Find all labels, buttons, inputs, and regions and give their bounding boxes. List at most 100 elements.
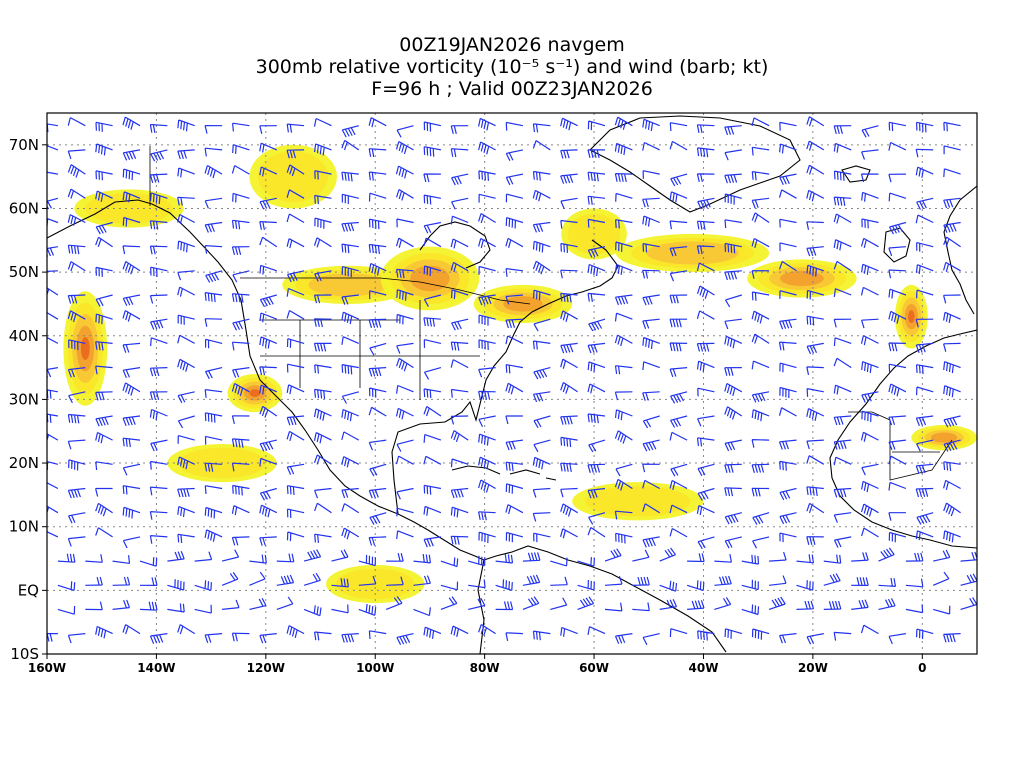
wind-barb bbox=[779, 362, 797, 373]
wind-barb bbox=[47, 482, 59, 490]
wind-barb bbox=[177, 196, 195, 206]
wind-barb bbox=[450, 430, 469, 443]
wind-barb bbox=[423, 484, 442, 495]
wind-barb bbox=[204, 125, 223, 134]
wind-barb bbox=[532, 512, 551, 522]
wind-barb bbox=[368, 192, 387, 202]
wind-barb bbox=[751, 391, 770, 403]
wind-barb bbox=[751, 360, 770, 370]
wind-barb bbox=[905, 604, 924, 614]
wind-barb bbox=[395, 407, 414, 420]
wind-barb bbox=[341, 171, 359, 182]
wind-barb bbox=[614, 478, 633, 491]
wind-barb bbox=[779, 487, 797, 501]
wind-barb bbox=[341, 311, 360, 325]
wind-barb bbox=[423, 265, 442, 277]
wind-barb bbox=[478, 531, 496, 544]
wind-barb bbox=[396, 218, 414, 228]
wind-barb bbox=[149, 408, 168, 421]
wind-barb bbox=[369, 342, 387, 356]
wind-barb bbox=[231, 341, 250, 351]
wind-barb bbox=[286, 213, 305, 224]
wind-barb bbox=[587, 195, 606, 205]
wind-barb bbox=[669, 342, 688, 352]
wind-barb bbox=[122, 624, 141, 635]
wind-barb bbox=[150, 318, 168, 330]
wind-barb bbox=[450, 125, 469, 134]
wind-barb bbox=[368, 262, 387, 276]
wind-barb bbox=[450, 506, 469, 518]
wind-barb bbox=[833, 288, 852, 297]
wind-barb bbox=[286, 508, 305, 519]
wind-barb bbox=[833, 415, 852, 426]
wind-barb bbox=[150, 149, 168, 162]
wind-barb bbox=[341, 633, 359, 643]
wind-barb bbox=[806, 486, 824, 496]
wind-barb bbox=[231, 246, 250, 256]
wind-barb bbox=[833, 337, 852, 347]
wind-barb bbox=[259, 336, 278, 349]
wind-barb bbox=[478, 141, 496, 155]
wind-barb bbox=[669, 270, 688, 282]
coastline-caribbean bbox=[451, 465, 557, 481]
wind-barb bbox=[396, 125, 414, 138]
wind-barb bbox=[669, 191, 688, 203]
wind-barb bbox=[833, 456, 852, 466]
wind-barb bbox=[505, 382, 524, 395]
wind-barb bbox=[232, 484, 250, 496]
wind-barb bbox=[878, 598, 896, 610]
wind-barb bbox=[314, 143, 332, 156]
wind-barb bbox=[313, 237, 332, 248]
wind-barb bbox=[669, 294, 688, 304]
wind-barb bbox=[861, 391, 879, 403]
wind-barb bbox=[505, 268, 523, 277]
wind-barb bbox=[833, 239, 852, 251]
wind-barb bbox=[505, 121, 524, 131]
lat-tick-label: EQ bbox=[18, 581, 39, 599]
wind-barb bbox=[231, 293, 250, 303]
wind-barb bbox=[150, 192, 168, 205]
wind-barb bbox=[85, 554, 103, 563]
wind-barb bbox=[916, 512, 934, 525]
wind-barb bbox=[861, 361, 879, 374]
wind-barb bbox=[505, 483, 524, 494]
wind-barb bbox=[614, 391, 633, 401]
wind-barb bbox=[778, 260, 797, 272]
wind-barb bbox=[888, 288, 907, 299]
wind-barb bbox=[888, 342, 906, 352]
wind-barb bbox=[47, 312, 59, 320]
wind-barb bbox=[714, 553, 732, 563]
wind-barb bbox=[614, 409, 633, 421]
wind-barb bbox=[916, 628, 934, 640]
wind-barb bbox=[149, 511, 168, 520]
wind-barb bbox=[276, 596, 294, 610]
wind-barb bbox=[286, 463, 305, 475]
lat-tick-label: 40N bbox=[9, 327, 39, 345]
wind-barb bbox=[532, 189, 551, 202]
wind-barb bbox=[122, 382, 141, 396]
wind-barb bbox=[806, 140, 825, 151]
wind-barb bbox=[505, 149, 524, 162]
wind-barb bbox=[495, 554, 514, 564]
wind-barb bbox=[259, 125, 277, 134]
wind-barb bbox=[550, 597, 568, 610]
wind-barb bbox=[259, 405, 278, 418]
wind-barb bbox=[560, 173, 578, 184]
wind-barb bbox=[341, 391, 359, 404]
wind-barb bbox=[47, 433, 59, 443]
wind-barb bbox=[95, 365, 113, 375]
wind-barb bbox=[587, 263, 606, 277]
map-title-model-run: 00Z19JAN2026 navgem bbox=[399, 34, 625, 56]
wind-barb bbox=[960, 551, 977, 562]
wind-barb bbox=[423, 455, 442, 465]
wind-barb bbox=[806, 116, 825, 127]
wind-barb bbox=[313, 294, 332, 304]
wind-barb bbox=[47, 197, 59, 210]
wind-barb bbox=[888, 192, 907, 202]
wind-barb bbox=[724, 125, 742, 136]
wind-barb bbox=[67, 367, 86, 378]
wind-barb bbox=[478, 170, 496, 181]
wind-barb bbox=[314, 631, 332, 641]
wind-barb bbox=[696, 310, 715, 320]
plot-frame bbox=[46, 112, 978, 655]
